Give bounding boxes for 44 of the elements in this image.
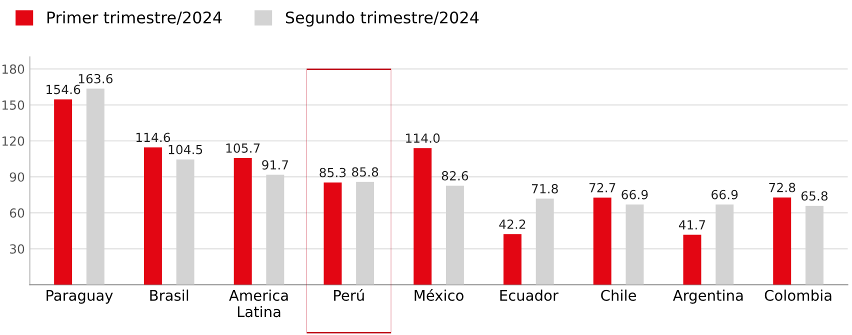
bar: [593, 198, 612, 285]
data-label: 65.8: [801, 191, 828, 201]
bar: [234, 158, 252, 285]
data-label: 66.9: [712, 190, 738, 200]
y-tick-label: 90: [10, 172, 24, 182]
data-label: 104.5: [168, 144, 202, 154]
bar: [324, 182, 342, 285]
bar: [54, 99, 72, 285]
x-tick-label: Ecuador: [500, 290, 558, 301]
x-tick-label: Perú: [334, 289, 364, 301]
data-label: 85.8: [352, 167, 378, 177]
x-tick-label: Paraguay: [46, 290, 113, 304]
legend-label: Segundo trimestre/2024: [286, 11, 479, 27]
x-tick-label: Colombia: [764, 290, 832, 301]
data-label: 85.3: [320, 168, 346, 178]
bar: [503, 234, 522, 285]
bar: [414, 148, 432, 285]
y-tick-label: 150: [2, 100, 24, 110]
x-tick-label: Brasil: [150, 290, 188, 301]
data-label: 82.6: [442, 171, 468, 181]
data-label: 163.6: [78, 74, 113, 84]
x-tick-label: America Latina: [229, 290, 288, 318]
data-label: 154.6: [46, 84, 80, 94]
bar: [773, 197, 792, 285]
y-tick-label: 30: [10, 244, 24, 254]
y-tick-label: 120: [2, 136, 24, 146]
data-label: 41.7: [678, 220, 706, 230]
x-tick-label: Chile: [601, 290, 636, 301]
data-label: 105.7: [226, 143, 260, 153]
data-label: 91.7: [262, 160, 288, 170]
y-tick-label: 180: [2, 64, 24, 74]
legend-label: Primer trimestre/2024: [47, 11, 222, 25]
data-label: 72.7: [589, 182, 616, 192]
data-label: 66.9: [622, 190, 648, 200]
data-label: 71.8: [532, 184, 558, 194]
data-label: 114.6: [136, 132, 170, 142]
bar: [144, 147, 162, 285]
x-tick-label: México: [414, 289, 464, 301]
x-tick-label: Argentina: [672, 290, 743, 304]
data-label: 42.2: [499, 220, 526, 229]
bar: [683, 234, 702, 285]
data-label: 114.0: [406, 133, 440, 143]
y-tick-label: 60: [10, 208, 24, 218]
data-label: 72.8: [769, 182, 796, 192]
